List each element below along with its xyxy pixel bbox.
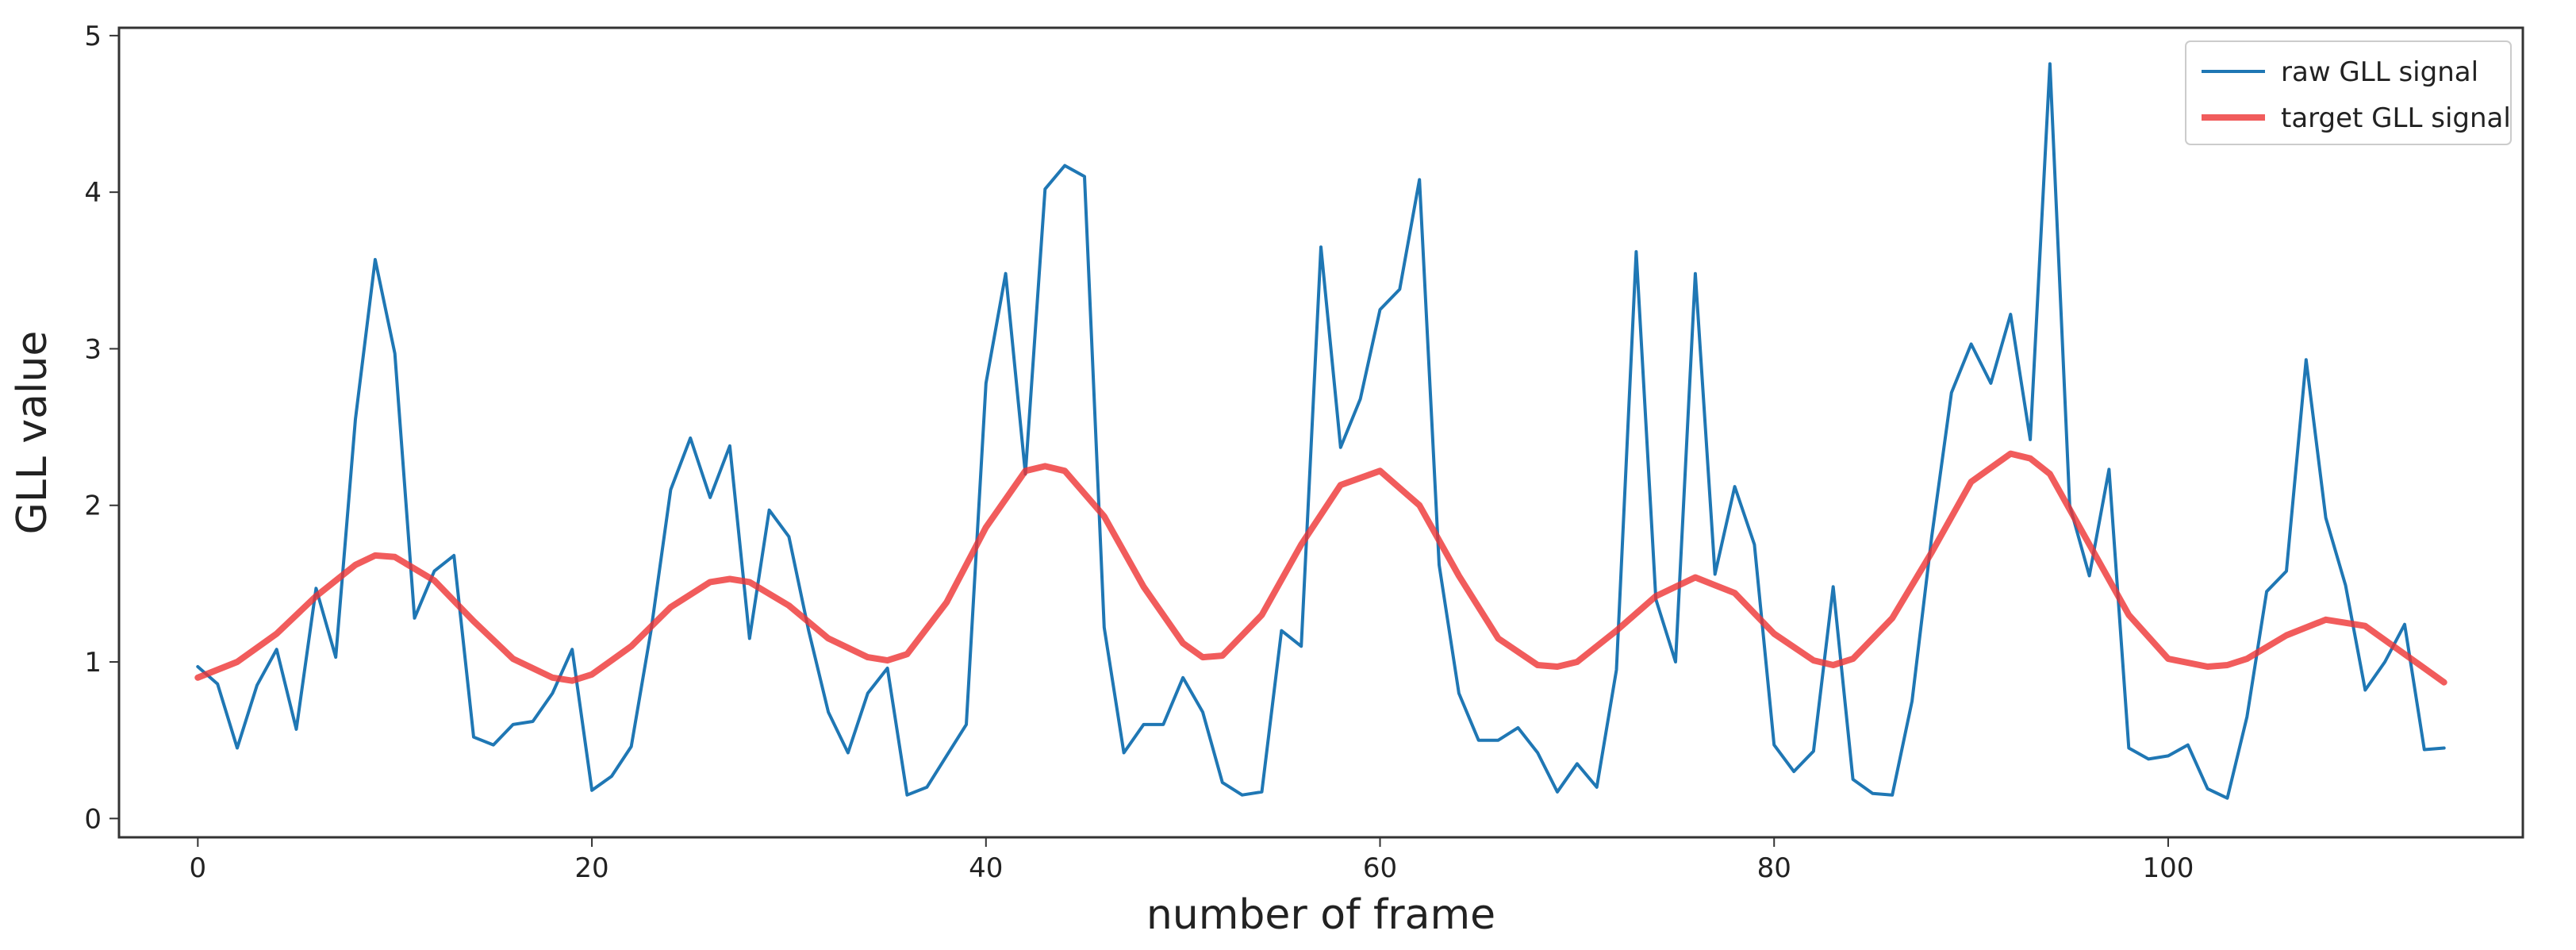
target-signal-line bbox=[194, 450, 2447, 686]
x-tick-label: 80 bbox=[1757, 852, 1791, 884]
y-tick-label: 1 bbox=[84, 647, 102, 679]
x-tick-label: 40 bbox=[969, 852, 1003, 884]
ticks-layer: 0 20 40 60 80 100 0 1 2 3 4 5 bbox=[84, 21, 2194, 884]
x-tick-label: 0 bbox=[190, 852, 207, 884]
x-tick-label: 60 bbox=[1363, 852, 1397, 884]
plot-area-frame bbox=[117, 26, 2524, 839]
y-tick-label: 3 bbox=[84, 333, 102, 365]
x-axis-label: number of frame bbox=[1146, 891, 1495, 939]
raw-signal-line bbox=[196, 62, 2446, 800]
y-tick-label: 2 bbox=[84, 490, 102, 522]
x-tick-label: 100 bbox=[2142, 852, 2194, 884]
y-tick-label: 0 bbox=[84, 803, 102, 835]
legend-box bbox=[2185, 40, 2512, 145]
x-tick-label: 20 bbox=[574, 852, 608, 884]
legend: raw GLL signal target GLL signal bbox=[2185, 40, 2512, 145]
series-layer bbox=[194, 62, 2447, 800]
y-axis-label: GLL value bbox=[9, 331, 56, 535]
y-tick-label: 5 bbox=[84, 21, 102, 52]
legend-label-target: target GLL signal bbox=[2281, 102, 2511, 134]
y-tick-label: 4 bbox=[84, 177, 102, 209]
legend-label-raw: raw GLL signal bbox=[2281, 56, 2478, 88]
